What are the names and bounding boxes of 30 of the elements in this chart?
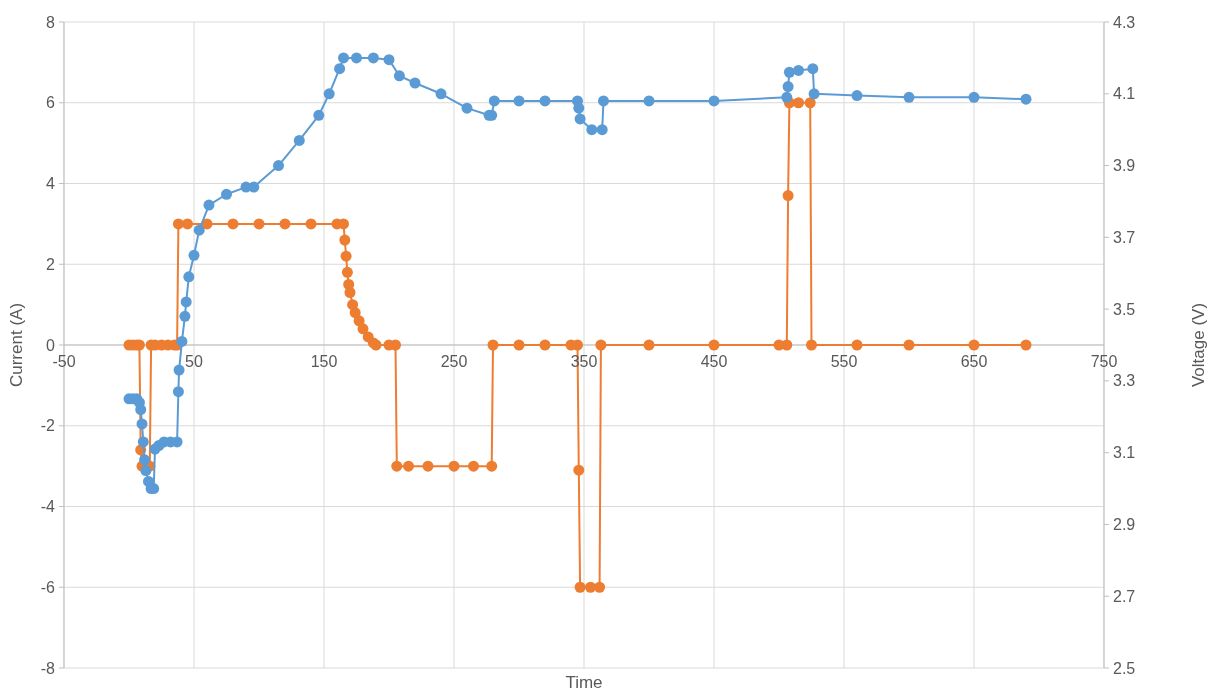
y2-tick-label: 4.3: [1113, 13, 1136, 31]
y-tick-label: -6: [40, 578, 56, 596]
x-tick-label: 250: [440, 353, 468, 370]
x-tick-label: 750: [1090, 353, 1118, 370]
y2-tick-label: 3.1: [1113, 444, 1136, 462]
y2-tick-label: 3.9: [1113, 157, 1136, 175]
x-tick-label: 450: [700, 353, 728, 370]
x-tick-label: 50: [185, 353, 203, 370]
y-tick-label: -4: [40, 498, 56, 516]
y-tick-label: -8: [40, 659, 56, 677]
x-tick-label: 150: [310, 353, 338, 370]
y-tick-label: 4: [46, 175, 56, 193]
y-tick-label: -2: [40, 417, 56, 435]
x-tick-label: 650: [960, 353, 988, 370]
y-tick-label: 0: [46, 336, 56, 354]
y-tick-label: 8: [46, 13, 56, 31]
y-tick-label: 2: [46, 255, 56, 273]
y2-tick-label: 4.1: [1113, 85, 1136, 103]
y2-tick-label: 2.5: [1113, 659, 1136, 677]
x-tick-label: 550: [830, 353, 858, 370]
y2-tick-label: 3.5: [1113, 300, 1136, 318]
y-axis-title: Current (A): [7, 302, 26, 388]
y2-tick-label: 3.7: [1113, 228, 1136, 246]
y2-tick-label: 2.7: [1113, 587, 1136, 605]
y2-tick-label: 3.3: [1113, 372, 1136, 390]
x-axis-title: Time: [565, 673, 603, 692]
y2-tick-label: 2.9: [1113, 516, 1136, 534]
y-tick-label: 6: [46, 94, 56, 112]
y2-axis-title: Voltage (V): [1189, 302, 1208, 388]
x-tick-label: -50: [52, 353, 76, 370]
